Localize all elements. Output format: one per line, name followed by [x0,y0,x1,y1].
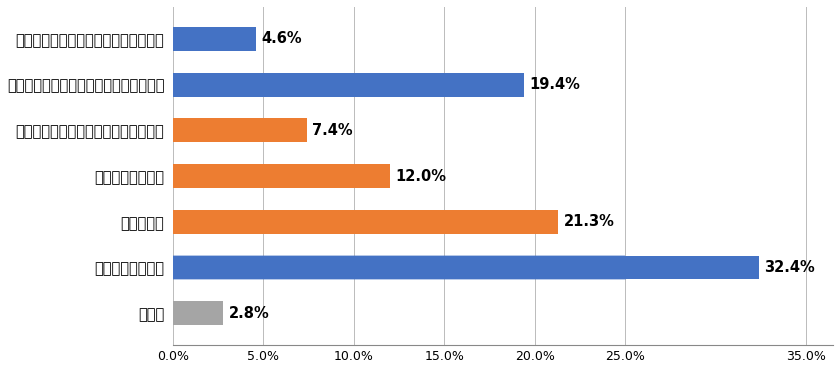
Text: 19.4%: 19.4% [529,77,580,92]
Text: 21.3%: 21.3% [564,214,614,229]
Bar [173,27,256,51]
Text: 2.8%: 2.8% [228,306,270,321]
Text: 7.4%: 7.4% [312,123,353,138]
Bar [173,118,307,142]
Bar [173,164,390,188]
Polygon shape [173,256,636,279]
Text: 12.0%: 12.0% [396,169,446,184]
Bar [173,301,223,325]
Text: 32.4%: 32.4% [764,260,815,275]
Bar [173,210,558,234]
Bar [173,256,759,279]
Text: 4.6%: 4.6% [261,31,302,47]
Bar [173,73,523,97]
